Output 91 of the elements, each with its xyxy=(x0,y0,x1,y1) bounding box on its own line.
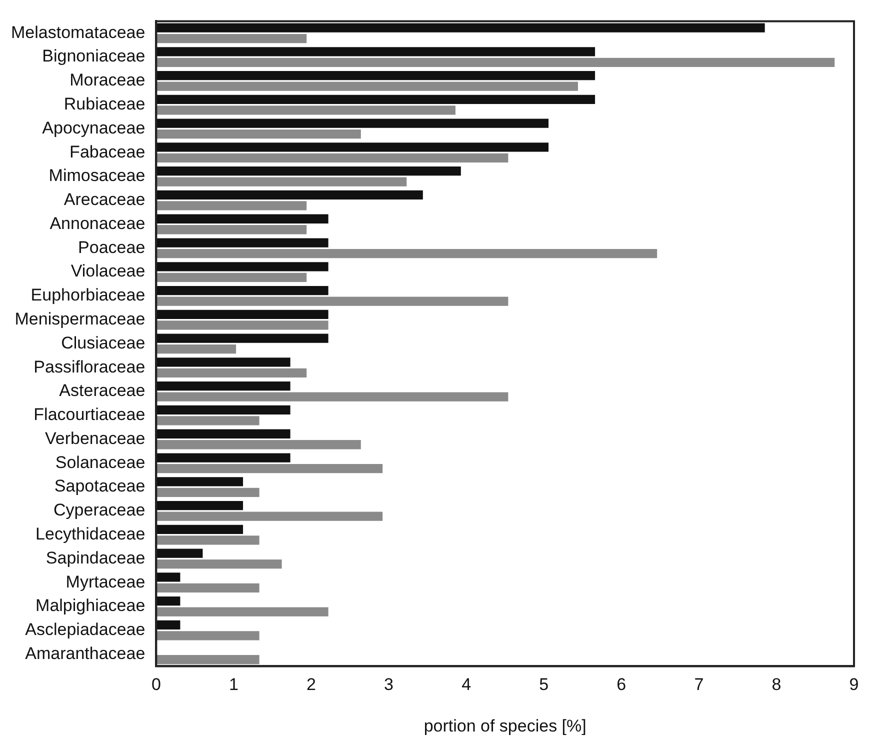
y-tick-label: Amaranthaceae xyxy=(25,644,146,663)
y-tick-label: Arecaceae xyxy=(64,190,146,210)
bar xyxy=(156,655,260,664)
bar xyxy=(156,368,307,378)
bar xyxy=(156,177,407,186)
y-tick-label: Annonaceae xyxy=(50,214,146,233)
y-tick-label: Clusiaceae xyxy=(61,333,146,352)
bar xyxy=(156,512,383,521)
bar xyxy=(156,153,508,163)
bar xyxy=(156,94,596,104)
y-tick-label: Asclepiadaceae xyxy=(25,620,146,640)
y-tick-label: Passifloraceae xyxy=(34,357,146,376)
x-tick-label: 0 xyxy=(151,675,161,694)
bar xyxy=(156,392,508,402)
y-tick-label: Melastomataceae xyxy=(10,22,146,42)
bar xyxy=(156,596,180,606)
y-tick-label: Sapindaceae xyxy=(46,548,146,568)
bar xyxy=(156,453,290,462)
bar xyxy=(156,286,328,296)
bar xyxy=(156,488,260,497)
bar xyxy=(156,631,260,640)
y-tick-label: Euphorbiaceae xyxy=(30,286,146,305)
x-tick-label: 5 xyxy=(539,675,549,694)
x-tick-label: 1 xyxy=(228,675,238,694)
bar xyxy=(156,296,508,306)
bar xyxy=(156,560,282,569)
bar xyxy=(156,130,361,139)
x-tick-label: 4 xyxy=(462,675,472,694)
bar xyxy=(156,429,290,438)
y-tick-label: Poaceae xyxy=(78,238,146,257)
x-tick-label: 7 xyxy=(694,675,704,694)
bar xyxy=(156,320,328,330)
bar xyxy=(156,620,180,630)
bar xyxy=(156,310,328,320)
bar xyxy=(156,524,244,534)
bar xyxy=(156,34,307,44)
y-tick-label: Menispermaceae xyxy=(14,310,146,328)
bar xyxy=(156,118,549,128)
x-tick-label: 8 xyxy=(772,675,782,694)
x-tick-label: 3 xyxy=(384,675,394,694)
bar xyxy=(156,190,423,200)
bar xyxy=(156,334,328,343)
bar xyxy=(156,106,456,115)
bar xyxy=(156,142,549,152)
bar xyxy=(156,440,361,450)
bar xyxy=(156,382,290,391)
bar xyxy=(156,536,260,545)
bar xyxy=(156,416,260,426)
bar xyxy=(156,477,244,486)
bar xyxy=(156,572,180,582)
y-tick-label: Fabaceae xyxy=(70,142,146,162)
bar xyxy=(156,464,383,474)
bar xyxy=(156,358,290,367)
bar xyxy=(156,201,307,210)
y-tick-label: Cyperaceae xyxy=(54,500,146,520)
y-tick-label: Moraceae xyxy=(70,70,146,90)
bar xyxy=(156,238,328,248)
y-tick-label: Sapotaceae xyxy=(54,476,146,496)
y-tick-label: Apocynaceae xyxy=(42,118,146,138)
bar xyxy=(156,262,328,272)
y-tick-label: Asteraceae xyxy=(59,381,146,400)
bar xyxy=(156,548,203,558)
bar xyxy=(156,344,236,354)
bar xyxy=(156,248,658,258)
bar xyxy=(156,70,596,80)
bar xyxy=(156,405,290,415)
bar xyxy=(156,58,835,67)
y-tick-label: Rubiaceae xyxy=(64,94,146,114)
bar xyxy=(156,225,307,234)
y-tick-label: Myrtaceae xyxy=(66,572,146,592)
bar xyxy=(156,500,244,510)
y-tick-label: Verbenaceae xyxy=(44,428,146,448)
y-tick-label: Solanaceae xyxy=(55,452,146,472)
y-tick-label: Bignoniaceae xyxy=(42,46,146,66)
y-tick-label: Flacourtiaceae xyxy=(34,405,146,424)
bar xyxy=(156,214,328,224)
x-axis-title: portion of species [%] xyxy=(424,716,586,736)
bar xyxy=(156,82,578,91)
bar xyxy=(156,272,307,282)
y-tick-label: Mimosaceae xyxy=(48,166,146,186)
bar xyxy=(156,47,596,56)
bar xyxy=(156,583,260,593)
bar xyxy=(156,23,765,32)
y-tick-label: Violaceae xyxy=(70,262,146,281)
bar xyxy=(156,166,461,176)
bar xyxy=(156,607,328,616)
x-tick-label: 6 xyxy=(616,675,626,694)
x-tick-label: 2 xyxy=(306,675,316,694)
x-tick-label: 9 xyxy=(849,675,859,694)
y-tick-label: Lecythidaceae xyxy=(36,524,146,544)
y-tick-label: Malpighiaceae xyxy=(36,596,146,616)
